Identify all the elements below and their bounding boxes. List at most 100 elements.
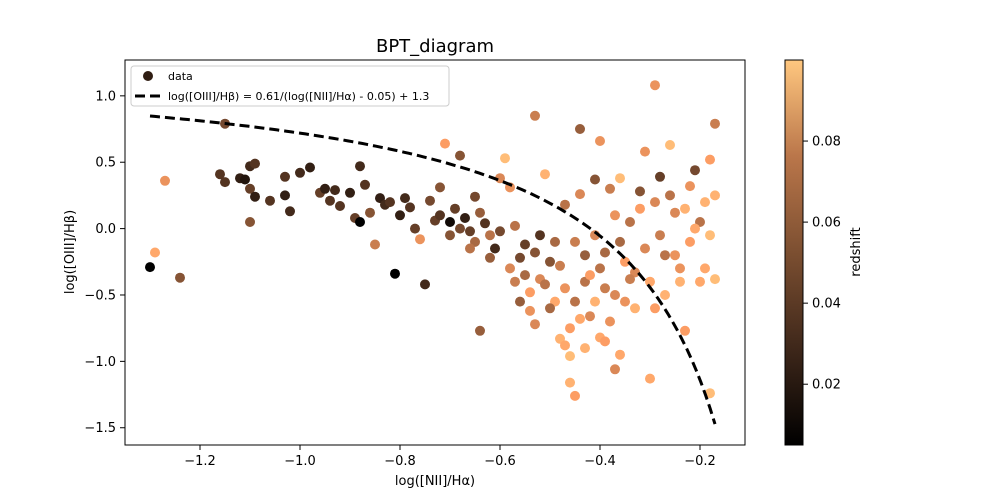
data-point bbox=[145, 262, 155, 273]
data-point bbox=[535, 230, 545, 241]
data-point bbox=[655, 230, 665, 241]
colorbar-tick-label: 0.08 bbox=[812, 135, 841, 150]
data-point bbox=[575, 124, 585, 134]
data-point bbox=[365, 207, 375, 218]
y-axis: −1.5 −1.0 −0.5 0.0 0.5 1.0 bbox=[84, 89, 125, 436]
data-point bbox=[540, 279, 550, 290]
data-point bbox=[620, 296, 630, 307]
data-point bbox=[265, 195, 275, 206]
data-point bbox=[560, 199, 570, 210]
data-point bbox=[700, 263, 710, 274]
data-point bbox=[305, 162, 315, 173]
data-point bbox=[585, 270, 595, 281]
data-point bbox=[660, 290, 670, 300]
colorbar-tick-label: 0.04 bbox=[812, 297, 841, 312]
data-point bbox=[625, 217, 635, 227]
colorbar-label: redshift bbox=[849, 227, 864, 276]
data-point bbox=[515, 296, 525, 307]
data-point bbox=[415, 234, 425, 245]
data-point bbox=[690, 223, 700, 234]
data-point bbox=[655, 171, 665, 182]
data-point bbox=[425, 195, 435, 206]
data-point bbox=[680, 325, 690, 336]
data-point bbox=[245, 183, 255, 194]
data-point bbox=[520, 239, 530, 250]
data-point bbox=[510, 220, 520, 231]
data-point bbox=[615, 236, 625, 247]
data-point bbox=[505, 263, 515, 274]
data-point bbox=[625, 274, 635, 285]
x-axis: −1.2 −1.0 −0.8 −0.6 −0.4 −0.2 bbox=[184, 445, 716, 469]
y-tick-label: 1.0 bbox=[95, 89, 116, 104]
chart-title: BPT_diagram bbox=[376, 36, 494, 57]
data-point bbox=[705, 154, 715, 165]
plot-frame bbox=[124, 59, 746, 446]
data-point bbox=[710, 190, 720, 201]
data-point bbox=[695, 276, 705, 287]
data-point bbox=[445, 230, 455, 241]
data-point bbox=[595, 136, 605, 146]
data-point bbox=[580, 250, 590, 261]
data-point bbox=[610, 290, 620, 300]
data-point bbox=[530, 247, 540, 258]
data-point bbox=[220, 177, 230, 188]
data-point bbox=[400, 193, 410, 204]
demarcation-curve bbox=[149, 114, 717, 425]
data-point bbox=[585, 311, 595, 322]
data-point bbox=[525, 305, 535, 316]
x-tick-label: −0.4 bbox=[584, 454, 616, 469]
data-point bbox=[665, 140, 675, 150]
data-point bbox=[610, 210, 620, 221]
data-point bbox=[650, 303, 660, 314]
data-point bbox=[705, 230, 715, 241]
data-point bbox=[355, 217, 365, 227]
data-point bbox=[175, 272, 185, 283]
data-point bbox=[215, 169, 225, 180]
data-point bbox=[660, 250, 670, 261]
x-tick-label: −0.2 bbox=[684, 454, 716, 469]
data-point bbox=[455, 150, 465, 161]
colorbar-gradient bbox=[784, 59, 804, 446]
data-point bbox=[545, 303, 555, 314]
legend: data log([OIII]/Hβ) = 0.61/(log([NII]/Hα… bbox=[130, 65, 450, 107]
data-point bbox=[635, 186, 645, 197]
data-point bbox=[510, 276, 520, 287]
data-point bbox=[495, 226, 505, 237]
data-point bbox=[710, 118, 720, 129]
data-point bbox=[445, 217, 455, 227]
data-point bbox=[590, 296, 600, 307]
data-point bbox=[670, 250, 680, 261]
data-point bbox=[615, 349, 625, 360]
data-point bbox=[525, 287, 535, 298]
data-point bbox=[560, 340, 570, 351]
data-point bbox=[160, 175, 170, 186]
data-point bbox=[705, 388, 715, 399]
data-point bbox=[710, 274, 720, 285]
data-point bbox=[280, 171, 290, 182]
data-point bbox=[420, 279, 430, 290]
data-point bbox=[615, 173, 625, 184]
data-point bbox=[285, 206, 295, 217]
data-point bbox=[650, 80, 660, 91]
colorbar-tick-label: 0.02 bbox=[812, 378, 841, 393]
data-point bbox=[675, 276, 685, 287]
data-point bbox=[555, 260, 565, 271]
legend-box bbox=[130, 65, 450, 107]
data-point bbox=[690, 165, 700, 176]
data-point bbox=[600, 247, 610, 258]
data-point bbox=[325, 195, 335, 206]
data-point bbox=[355, 161, 365, 172]
data-point bbox=[570, 390, 580, 401]
x-tick-label: −1.2 bbox=[184, 454, 216, 469]
data-point bbox=[435, 210, 445, 221]
data-point bbox=[670, 207, 680, 218]
data-point bbox=[150, 247, 160, 258]
data-point bbox=[520, 270, 530, 281]
data-point bbox=[565, 323, 575, 334]
data-point bbox=[565, 377, 575, 388]
scatter-points bbox=[145, 80, 720, 401]
data-point bbox=[465, 243, 475, 254]
data-point bbox=[480, 218, 490, 229]
data-point bbox=[540, 169, 550, 180]
